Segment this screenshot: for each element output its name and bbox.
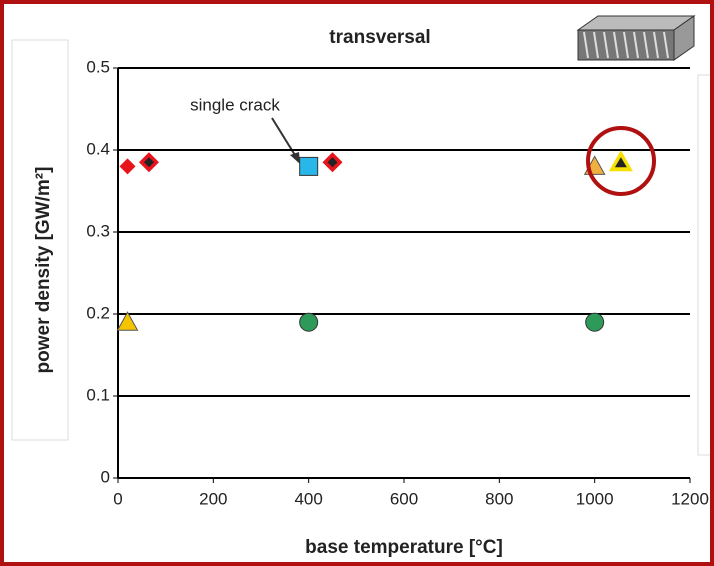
highlight-circle [586, 126, 656, 196]
plot-area: 0 0.1 0.2 0.3 0.4 0.5 0 200 400 600 800 1000 1200 [86, 57, 709, 508]
annotation: single crack [190, 95, 280, 114]
y-tick-label: 0.5 [86, 57, 110, 76]
sample-icon [576, 15, 696, 61]
x-tick-label: 1000 [576, 489, 614, 508]
marker [119, 158, 136, 175]
x-tick-label: 0 [113, 489, 122, 508]
y-tick-label: 0.3 [86, 221, 110, 240]
y-tick-label: 0.1 [86, 385, 110, 404]
x-axis-label: base temperature [°C] [305, 537, 503, 558]
side-panel [11, 39, 69, 441]
marker [299, 312, 319, 332]
y-tick-label: 0 [101, 467, 110, 486]
x-tick-label: 800 [485, 489, 513, 508]
marker [299, 156, 319, 176]
annotation-arrow [271, 117, 299, 161]
chart-title: transversal [329, 27, 430, 48]
annotation-arrowhead [290, 152, 300, 164]
x-tick-label: 200 [199, 489, 227, 508]
marker-dot [143, 157, 154, 168]
x-tick-label: 600 [390, 489, 418, 508]
marker-dot [327, 157, 338, 168]
y-tick-label: 0.2 [86, 303, 110, 322]
x-tick-label: 1200 [671, 489, 709, 508]
y-tick-label: 0.4 [86, 139, 110, 158]
marker-dot [614, 157, 627, 168]
marker [585, 312, 605, 332]
y-axis-label: power density [GW/m²] [33, 167, 54, 374]
marker [116, 311, 139, 331]
x-tick-label: 400 [294, 489, 322, 508]
